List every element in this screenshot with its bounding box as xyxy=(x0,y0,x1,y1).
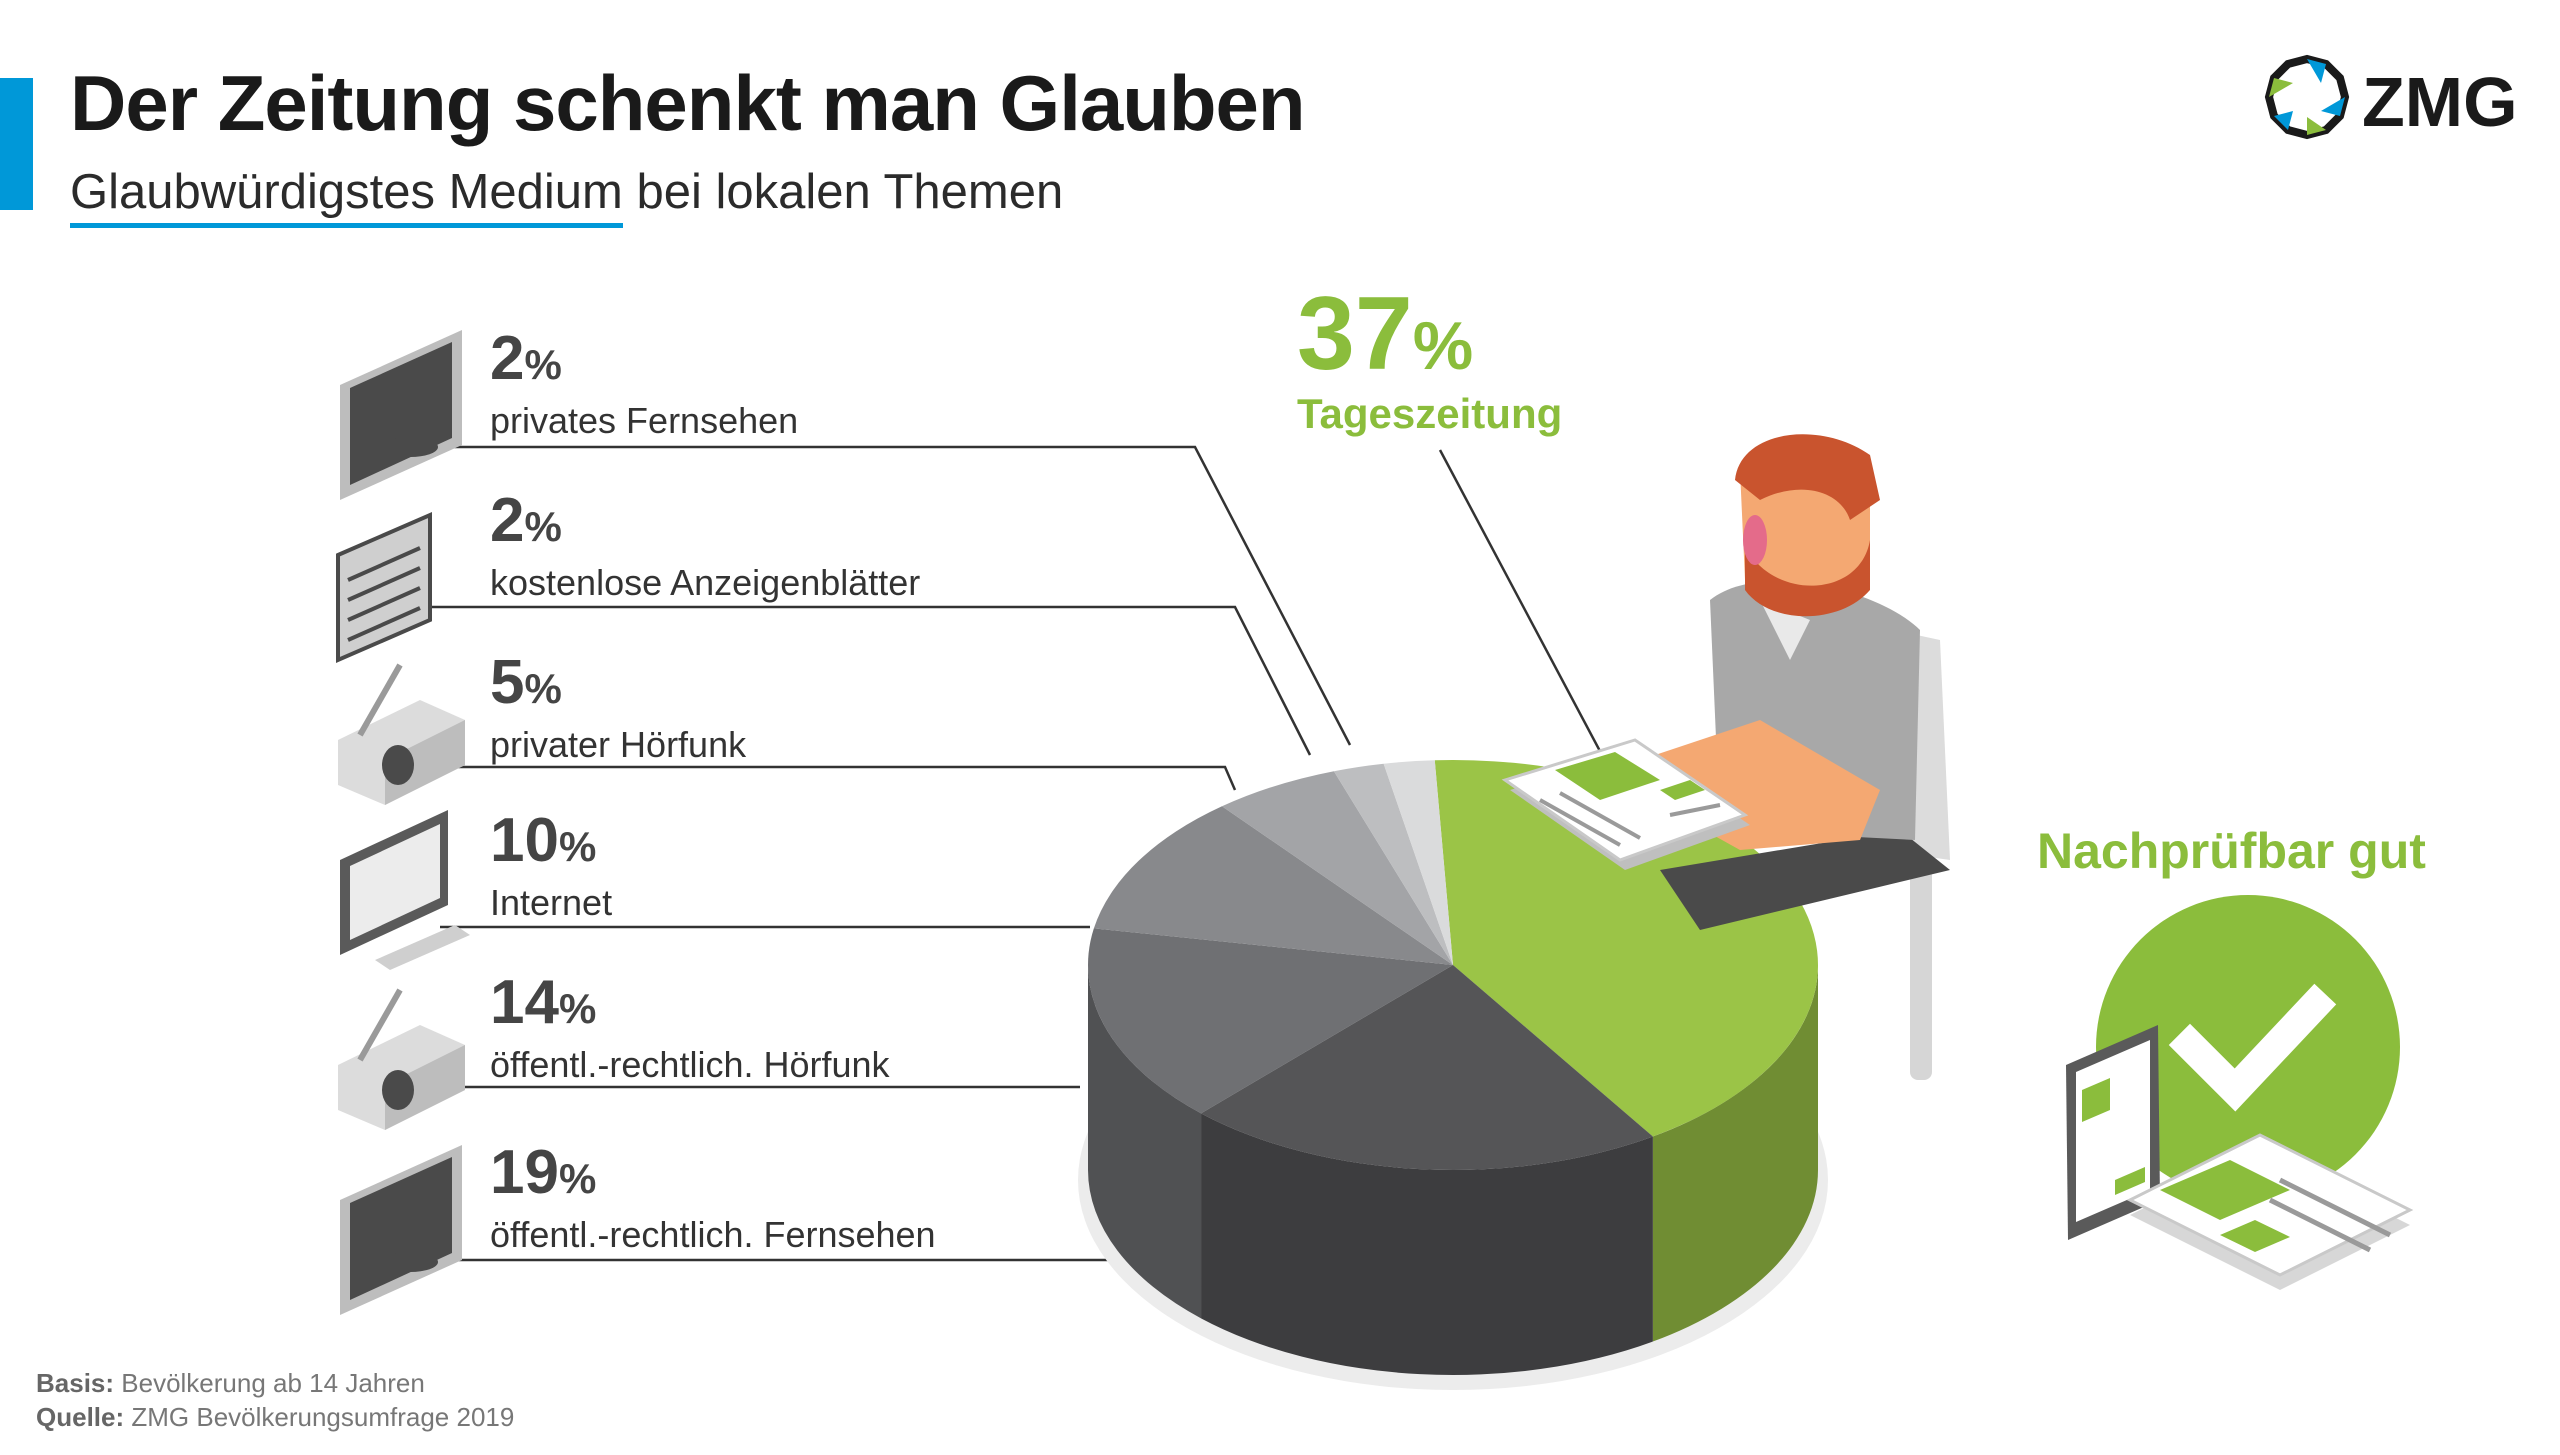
pie-side-ffentl-rechtlich-fernsehen xyxy=(1201,1113,1653,1375)
footnote-source: Quelle: ZMG Bevölkerungsumfrage 2019 xyxy=(36,1402,515,1432)
subtitle-rest: bei lokalen Themen xyxy=(622,165,1064,219)
badge-text: Nachprüfbar gut xyxy=(2037,823,2426,879)
subtitle-highlight: Glaubwürdigstes Medium xyxy=(70,165,623,228)
tv-icon xyxy=(340,330,462,500)
label-internet: 10% Internet xyxy=(490,810,612,924)
pie-slice-privater-h-rfunk xyxy=(1221,771,1453,965)
page-title: Der Zeitung schenkt man Glauben xyxy=(70,59,1306,147)
pie-slice-ffentl-rechtlich-h-rfunk xyxy=(1088,928,1453,1114)
label-private-radio: 5% privater Hörfunk xyxy=(490,652,746,766)
label-private-tv: 2% privates Fernsehen xyxy=(490,328,798,442)
highlight-label: Tageszeitung xyxy=(1297,390,1563,437)
chair-seat xyxy=(1660,830,1950,930)
text-oer-tv: öffentl.-rechtlich. Fernsehen xyxy=(490,1214,936,1255)
pct-private-tv: 2% xyxy=(490,324,562,393)
newspaper-icon xyxy=(336,511,432,664)
accent-bar xyxy=(0,78,33,210)
leader-line-private-radio xyxy=(440,765,1237,791)
label-anzeigenblaetter: 2% kostenlose Anzeigenblätter xyxy=(490,490,920,604)
chair-leg xyxy=(1910,860,1932,1080)
tablet-icon xyxy=(2066,1025,2160,1240)
checkmark-icon xyxy=(2096,895,2400,1199)
pct-oer-tv: 19% xyxy=(490,1138,597,1207)
zmg-logo: ZMG xyxy=(2262,52,2547,142)
label-oer-radio: 14% öffentl.-rechtlich. Hörfunk xyxy=(490,972,890,1086)
leader-line-tageszeitung xyxy=(1438,449,1612,771)
pie-top xyxy=(1088,760,1819,1170)
pct-private-radio: 5% xyxy=(490,648,562,717)
pie-slice-kostenlose-anzeigenbl-tter xyxy=(1333,763,1453,965)
leader-line-anzeigenblaetter xyxy=(430,605,1312,756)
pct-internet: 10% xyxy=(490,806,597,875)
computer-icon xyxy=(340,810,470,970)
radio-icon xyxy=(338,663,465,805)
pct-anzeigenblaetter: 2% xyxy=(490,486,562,555)
radio-icon xyxy=(338,988,465,1130)
pct-oer-radio: 14% xyxy=(490,968,597,1037)
tv-icon xyxy=(340,1145,462,1315)
logo-mark-icon xyxy=(2264,54,2350,140)
leader-line-private-tv xyxy=(450,445,1352,746)
pie-side-ffentl-rechtlich-h-rfunk xyxy=(1088,965,1202,1319)
newspaper-stack-icon xyxy=(2126,1133,2414,1290)
pie-slice-tageszeitung xyxy=(1434,760,1819,1137)
text-internet: Internet xyxy=(490,882,613,923)
label-oer-tv: 19% öffentl.-rechtlich. Fernsehen xyxy=(490,1142,936,1256)
pie-side-tageszeitung xyxy=(1652,965,1819,1342)
text-oer-radio: öffentl.-rechtlich. Hörfunk xyxy=(490,1044,890,1085)
pie-slice-privates-fernsehen xyxy=(1383,760,1453,965)
footnote-basis: Basis: Bevölkerung ab 14 Jahren xyxy=(36,1368,425,1398)
person-beard xyxy=(1745,540,1870,617)
person-ear xyxy=(1743,515,1767,565)
text-private-tv: privates Fernsehen xyxy=(490,400,799,441)
newspaper-on-table xyxy=(1501,738,1750,870)
person-hair xyxy=(1735,434,1880,520)
pie-sides xyxy=(1088,965,1819,1375)
text-private-radio: privater Hörfunk xyxy=(490,724,747,765)
pie-slice-internet xyxy=(1093,806,1453,965)
page-subtitle: Glaubwürdigstes Medium bei lokalen Theme… xyxy=(70,164,1064,228)
pie-slice-ffentl-rechtlich-fernsehen xyxy=(1201,965,1653,1170)
logo-text: ZMG xyxy=(2362,63,2518,141)
text-anzeigenblaetter: kostenlose Anzeigenblätter xyxy=(490,562,921,603)
highlight-pct: 37% xyxy=(1297,276,1474,392)
